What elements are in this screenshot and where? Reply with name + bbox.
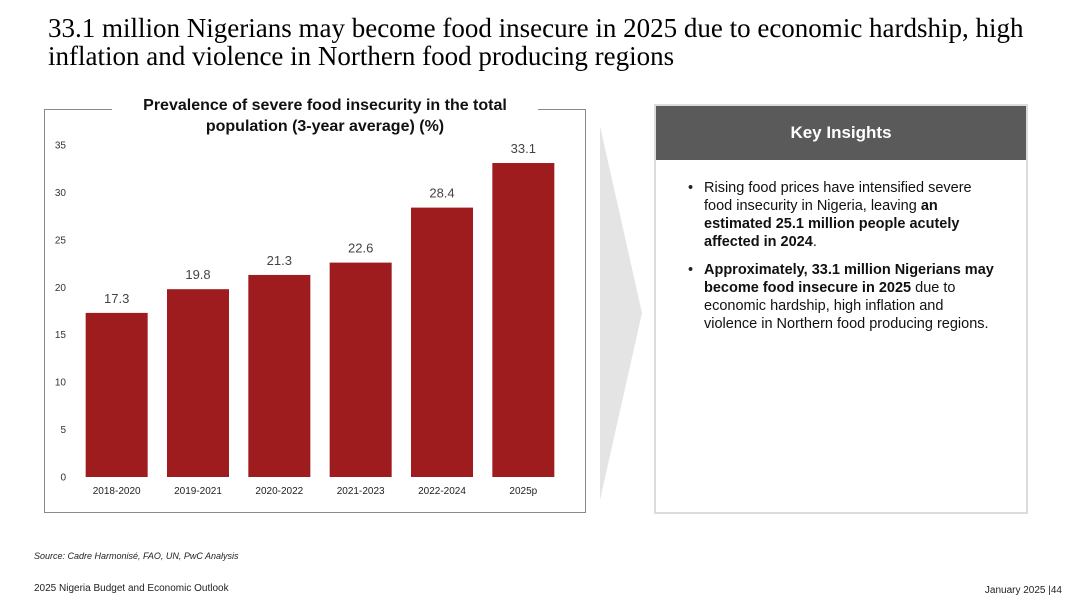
footer-date-page: January 2025 |44 bbox=[984, 585, 1062, 596]
y-tick-label: 35 bbox=[55, 141, 67, 152]
bar-2025p bbox=[492, 163, 555, 477]
x-axis-labels: 2018-2020 2019-2021 2020-2022 2021-2023 2022… bbox=[93, 486, 538, 497]
bar-2021-2023 bbox=[329, 262, 392, 477]
bar-2019-2021 bbox=[167, 289, 229, 477]
bar-2018-2020 bbox=[85, 312, 148, 477]
page-headline: 33.1 million Nigerians may become food i… bbox=[48, 13, 1024, 71]
bars-group bbox=[85, 163, 555, 477]
bar-value-label: 22.6 bbox=[348, 241, 373, 256]
key-insights-header: Key Insights bbox=[656, 106, 1026, 160]
value-labels-group: 17.3 19.8 21.3 22.6 28.4 33.1 bbox=[104, 141, 536, 306]
y-tick-label: 15 bbox=[55, 330, 67, 341]
y-axis-ticks: 0 5 10 15 20 25 30 35 bbox=[55, 141, 67, 484]
chart-title: Prevalence of severe food insecurity in … bbox=[112, 95, 538, 137]
bar-value-label: 17.3 bbox=[104, 291, 129, 306]
insight-bullet: Rising food prices have intensified seve… bbox=[688, 179, 996, 251]
key-insights-panel: Key Insights Rising food prices have int… bbox=[654, 104, 1028, 514]
insight-bullet: Approximately, 33.1 million Nigerians ma… bbox=[688, 261, 996, 333]
bar-2020-2022 bbox=[248, 274, 311, 477]
x-category-label: 2020-2022 bbox=[255, 486, 303, 497]
y-tick-label: 25 bbox=[55, 235, 67, 246]
y-tick-label: 10 bbox=[55, 378, 67, 389]
x-category-label: 2018-2020 bbox=[93, 486, 141, 497]
bar-value-label: 21.3 bbox=[267, 253, 292, 268]
footer-report-title: 2025 Nigeria Budget and Economic Outlook bbox=[34, 583, 229, 594]
chevron-arrow-icon bbox=[600, 126, 642, 500]
source-note: Source: Cadre Harmonisé, FAO, UN, PwC An… bbox=[34, 551, 239, 561]
x-category-label: 2021-2023 bbox=[337, 486, 385, 497]
y-tick-label: 5 bbox=[60, 425, 66, 436]
x-category-label: 2019-2021 bbox=[174, 486, 222, 497]
bar-value-label: 33.1 bbox=[511, 141, 536, 156]
bar-2022-2024 bbox=[411, 207, 473, 477]
x-category-label: 2022-2024 bbox=[418, 486, 466, 497]
insight-highlight: Approximately, 33.1 million Nigerians ma… bbox=[704, 262, 994, 296]
bar-value-label: 19.8 bbox=[185, 267, 210, 282]
insights-list: Rising food prices have intensified seve… bbox=[656, 160, 1026, 333]
y-tick-label: 30 bbox=[55, 188, 67, 199]
bar-value-label: 28.4 bbox=[429, 186, 454, 201]
y-tick-label: 20 bbox=[55, 283, 67, 294]
insight-text: . bbox=[812, 234, 817, 250]
insight-text: Rising food prices have intensified seve… bbox=[704, 180, 972, 214]
insight-highlight: an estimated 25.1 million people acutely… bbox=[704, 198, 960, 250]
y-tick-label: 0 bbox=[60, 473, 66, 484]
x-category-label: 2025p bbox=[509, 486, 537, 497]
insight-text: due to economic hardship, high inflation… bbox=[704, 280, 989, 332]
